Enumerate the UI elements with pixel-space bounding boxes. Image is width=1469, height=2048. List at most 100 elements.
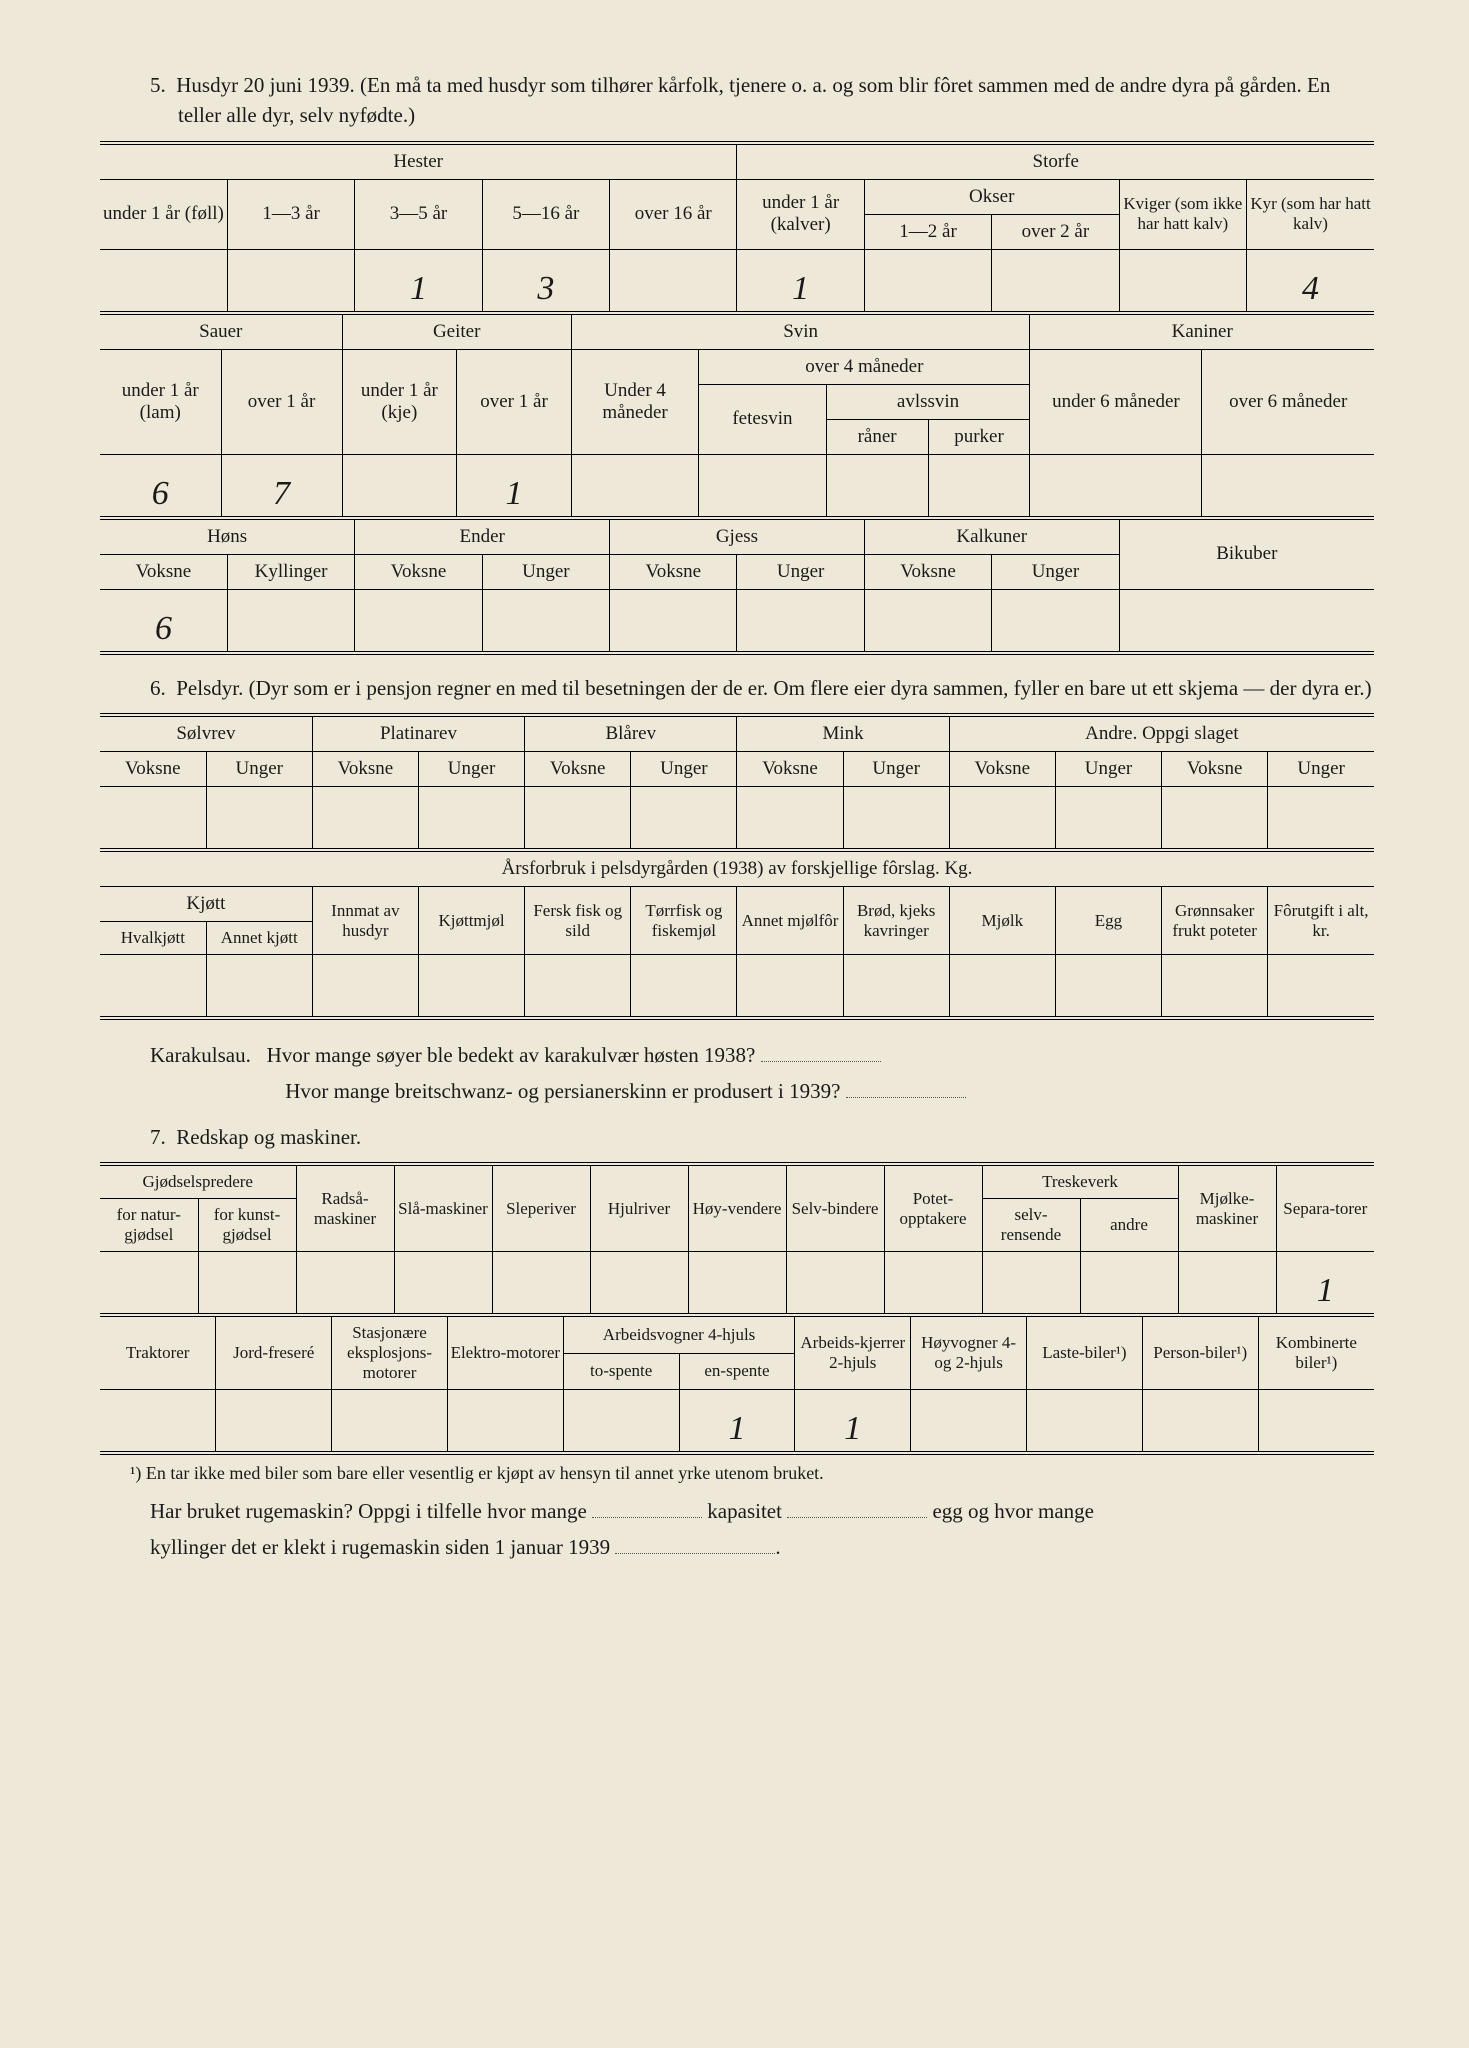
forbruk-v0[interactable] [100, 955, 206, 1019]
r1-v7[interactable] [786, 1252, 884, 1316]
r1-v11[interactable] [1178, 1252, 1276, 1316]
hester-val2[interactable]: 1 [355, 249, 482, 313]
r1-v2[interactable] [296, 1252, 394, 1316]
ruge-blank3[interactable] [615, 1553, 775, 1554]
pels-v1[interactable] [206, 787, 312, 851]
r2-v1[interactable] [216, 1390, 332, 1454]
r2-b4: Kombinerte biler¹) [1258, 1317, 1374, 1390]
r2-v6[interactable]: 1 [795, 1390, 911, 1454]
sauer-val1[interactable]: 7 [221, 454, 342, 518]
pels-v4[interactable] [525, 787, 631, 851]
forbruk-v11[interactable] [1268, 955, 1374, 1019]
treske-c1: andre [1080, 1199, 1178, 1252]
forbruk-v1[interactable] [206, 955, 312, 1019]
svin-val3[interactable] [928, 454, 1030, 518]
r1-v10[interactable] [1080, 1252, 1178, 1316]
r2-v0[interactable] [100, 1390, 216, 1454]
r1-v8[interactable] [884, 1252, 982, 1316]
ruge-blank2[interactable] [787, 1517, 927, 1518]
r1-v6[interactable] [688, 1252, 786, 1316]
svin-val0[interactable] [571, 454, 698, 518]
pels-v3[interactable] [418, 787, 524, 851]
svin-val1[interactable] [699, 454, 826, 518]
geiter-val1[interactable]: 1 [457, 454, 572, 518]
pels-g3: Mink [737, 715, 949, 752]
karakul-q1-blank[interactable] [761, 1061, 881, 1062]
ruge-blank1[interactable] [592, 1517, 702, 1518]
r1-v3[interactable] [394, 1252, 492, 1316]
r1-v4[interactable] [492, 1252, 590, 1316]
r1-v12[interactable]: 1 [1276, 1252, 1374, 1316]
hester-col4: over 16 år [610, 179, 737, 249]
sauer-val0[interactable]: 6 [100, 454, 221, 518]
hester-val1[interactable] [227, 249, 354, 313]
kalkuner-val1[interactable] [992, 589, 1119, 653]
gjodsel-label: Gjødselspredere [100, 1164, 296, 1199]
forbruk-c6: Mjølk [949, 887, 1055, 955]
karakul-q2-blank[interactable] [846, 1097, 966, 1098]
r2-v8[interactable] [1027, 1390, 1143, 1454]
r2-v4[interactable] [563, 1390, 679, 1454]
geiter-val0[interactable] [342, 454, 457, 518]
forbruk-v7[interactable] [843, 955, 949, 1019]
storfe-val0[interactable]: 1 [737, 249, 864, 313]
bikuber-val[interactable] [1119, 589, 1374, 653]
pels-v8[interactable] [949, 787, 1055, 851]
r2-v9[interactable] [1142, 1390, 1258, 1454]
forbruk-v4[interactable] [525, 955, 631, 1019]
forbruk-v8[interactable] [949, 955, 1055, 1019]
ender-val1[interactable] [482, 589, 609, 653]
storfe-under1: under 1 år (kalver) [737, 179, 864, 249]
gjodsel-c1: for kunst-gjødsel [198, 1199, 296, 1252]
ruge-q1b: kapasitet [707, 1499, 782, 1523]
storfe-val2[interactable] [992, 249, 1119, 313]
kaniner-val1[interactable] [1202, 454, 1374, 518]
r2-v10[interactable] [1258, 1390, 1374, 1454]
pels-v9[interactable] [1055, 787, 1161, 851]
r2-v3[interactable] [447, 1390, 563, 1454]
forbruk-v3[interactable] [418, 955, 524, 1019]
pels-v2[interactable] [312, 787, 418, 851]
r1-v0[interactable] [100, 1252, 198, 1316]
ender-val0[interactable] [355, 589, 482, 653]
hester-val3[interactable]: 3 [482, 249, 609, 313]
pels-v0[interactable] [100, 787, 206, 851]
hester-val0[interactable] [100, 249, 227, 313]
storfe-val4[interactable]: 4 [1247, 249, 1374, 313]
pels-g0: Sølvrev [100, 715, 312, 752]
hons-val0[interactable]: 6 [100, 589, 227, 653]
kaniner-val0[interactable] [1030, 454, 1202, 518]
r1-v9[interactable] [982, 1252, 1080, 1316]
forbruk-v10[interactable] [1162, 955, 1268, 1019]
pels-sc01: Unger [206, 752, 312, 787]
gjess-val1[interactable] [737, 589, 864, 653]
storfe-val1[interactable] [864, 249, 991, 313]
pels-v11[interactable] [1268, 787, 1374, 851]
table-hons-ender-gjess: Høns Ender Gjess Kalkuner Bikuber Voksne… [100, 520, 1374, 655]
r2-v7[interactable] [911, 1390, 1027, 1454]
forbruk-v9[interactable] [1055, 955, 1161, 1019]
hester-col3: 5—16 år [482, 179, 609, 249]
hons-label: Høns [100, 520, 355, 555]
forbruk-v2[interactable] [312, 955, 418, 1019]
r1-v1[interactable] [198, 1252, 296, 1316]
storfe-val3[interactable] [1119, 249, 1246, 313]
forbruk-v6[interactable] [737, 955, 843, 1019]
pels-v5[interactable] [631, 787, 737, 851]
r2-v2[interactable] [332, 1390, 448, 1454]
forbruk-c3: Tørrfisk og fiskemjøl [631, 887, 737, 955]
footnote: ¹) En tar ikke med biler som bare eller … [100, 1463, 1374, 1484]
svin-val2[interactable] [826, 454, 928, 518]
pels-v10[interactable] [1162, 787, 1268, 851]
kalkuner-val0[interactable] [864, 589, 991, 653]
gjess-val0[interactable] [610, 589, 737, 653]
r1-v5[interactable] [590, 1252, 688, 1316]
hester-val4[interactable] [610, 249, 737, 313]
forbruk-v5[interactable] [631, 955, 737, 1019]
section5-number: 5. [150, 73, 166, 97]
hester-col2: 3—5 år [355, 179, 482, 249]
pels-v7[interactable] [843, 787, 949, 851]
pels-v6[interactable] [737, 787, 843, 851]
hons-val1[interactable] [227, 589, 354, 653]
r2-v5[interactable]: 1 [679, 1390, 795, 1454]
